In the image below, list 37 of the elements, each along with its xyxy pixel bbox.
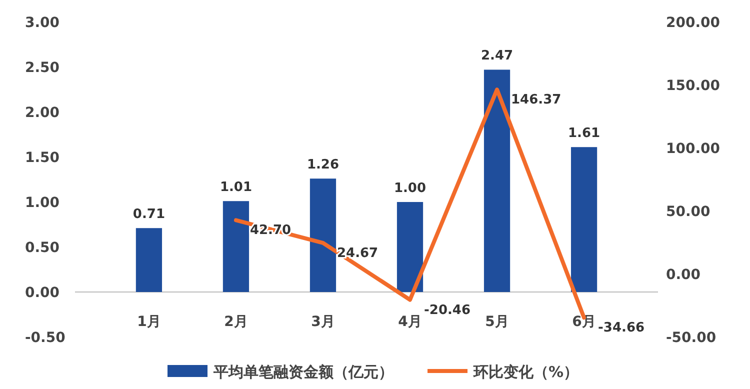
data-label: 1.61 (568, 126, 600, 142)
y-tick-label: 1.50 (25, 150, 60, 166)
y2-tick-label: 0.00 (666, 267, 701, 283)
legend-label: 平均单笔融资金额（亿元） (212, 363, 394, 381)
data-label: 146.37 (511, 92, 562, 108)
y-tick-label: 0.50 (25, 240, 60, 256)
x-tick-label: 6月 (572, 314, 596, 330)
x-tick-label: 5月 (485, 314, 509, 330)
data-label: 2.47 (480, 48, 514, 64)
x-tick-label: 4月 (398, 314, 422, 330)
data-label: -34.66 (598, 320, 645, 336)
y2-tick-label: 150.00 (666, 78, 720, 94)
data-label: 1.26 (306, 158, 340, 173)
data-label: 1.00 (394, 181, 426, 196)
data-label: 0.71 (132, 207, 165, 222)
y-tick-label: 2.00 (25, 105, 60, 121)
data-label: -20.46 (424, 302, 471, 318)
bar (310, 178, 336, 292)
bar (570, 147, 598, 292)
bar (136, 228, 162, 292)
y-tick-label: 3.00 (25, 15, 60, 31)
y-tick-label: 1.00 (25, 195, 60, 211)
bar (222, 201, 250, 292)
y-tick-label: 0.00 (25, 285, 60, 301)
bar (484, 70, 510, 292)
y2-tick-label: 200.00 (666, 15, 720, 31)
x-tick-label: 2月 (224, 314, 248, 330)
x-tick-label: 1月 (137, 314, 161, 330)
y2-tick-label: -50.00 (666, 330, 716, 346)
legend-label: 环比变化（%） (472, 363, 579, 381)
bar (396, 202, 424, 292)
data-label: 1.01 (220, 180, 252, 196)
y-tick-label: 2.50 (25, 60, 60, 76)
y2-tick-label: 50.00 (666, 204, 711, 220)
x-tick-label: 3月 (311, 314, 335, 330)
y-tick-label: -0.50 (25, 330, 66, 346)
y2-tick-label: 100.00 (666, 141, 720, 157)
